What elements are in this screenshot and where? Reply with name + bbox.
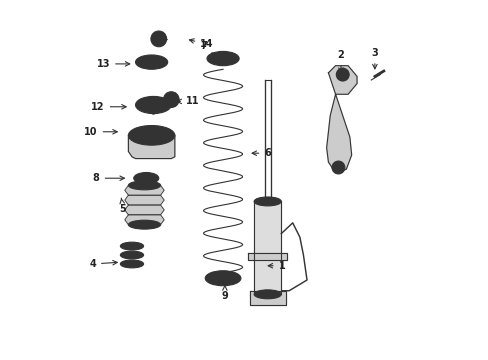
Circle shape [331,161,344,174]
Ellipse shape [128,126,175,145]
Ellipse shape [146,102,160,108]
Polygon shape [249,291,285,305]
Ellipse shape [124,243,139,249]
Text: 6: 6 [252,148,270,158]
Ellipse shape [214,55,231,63]
Text: 7: 7 [200,41,213,57]
Ellipse shape [135,55,167,69]
Polygon shape [128,135,175,158]
Text: 1: 1 [267,261,285,271]
Polygon shape [328,66,356,94]
Ellipse shape [213,274,232,283]
Ellipse shape [120,242,143,250]
Ellipse shape [144,59,159,65]
Ellipse shape [128,181,160,190]
Text: 3: 3 [371,48,378,69]
Text: 11: 11 [177,96,199,107]
Text: 8: 8 [93,173,124,183]
Circle shape [163,92,179,108]
Ellipse shape [205,271,241,286]
Ellipse shape [141,131,162,140]
Polygon shape [124,185,164,195]
Polygon shape [247,253,287,260]
Ellipse shape [254,197,281,206]
Circle shape [162,99,168,105]
Polygon shape [124,195,164,205]
Ellipse shape [217,276,228,280]
Ellipse shape [134,172,159,184]
Circle shape [146,130,157,141]
Text: 9: 9 [221,285,228,301]
Circle shape [139,99,144,105]
Polygon shape [326,94,351,173]
Circle shape [339,72,345,77]
Text: 10: 10 [84,127,117,137]
Circle shape [151,31,166,47]
Circle shape [155,35,162,42]
Polygon shape [124,205,164,215]
Ellipse shape [206,51,239,66]
Circle shape [336,68,348,81]
Ellipse shape [120,251,143,259]
Ellipse shape [254,290,281,299]
Text: 5: 5 [120,198,126,213]
Ellipse shape [135,96,171,113]
Text: 2: 2 [337,50,344,72]
Polygon shape [124,215,164,225]
Text: 4: 4 [89,259,117,269]
Text: 13: 13 [97,59,129,69]
Circle shape [150,109,156,114]
Circle shape [335,165,341,170]
Ellipse shape [141,176,151,181]
Ellipse shape [120,260,143,268]
Polygon shape [254,202,281,294]
Text: 12: 12 [91,102,126,112]
Ellipse shape [128,220,160,229]
Text: 14: 14 [189,39,213,49]
